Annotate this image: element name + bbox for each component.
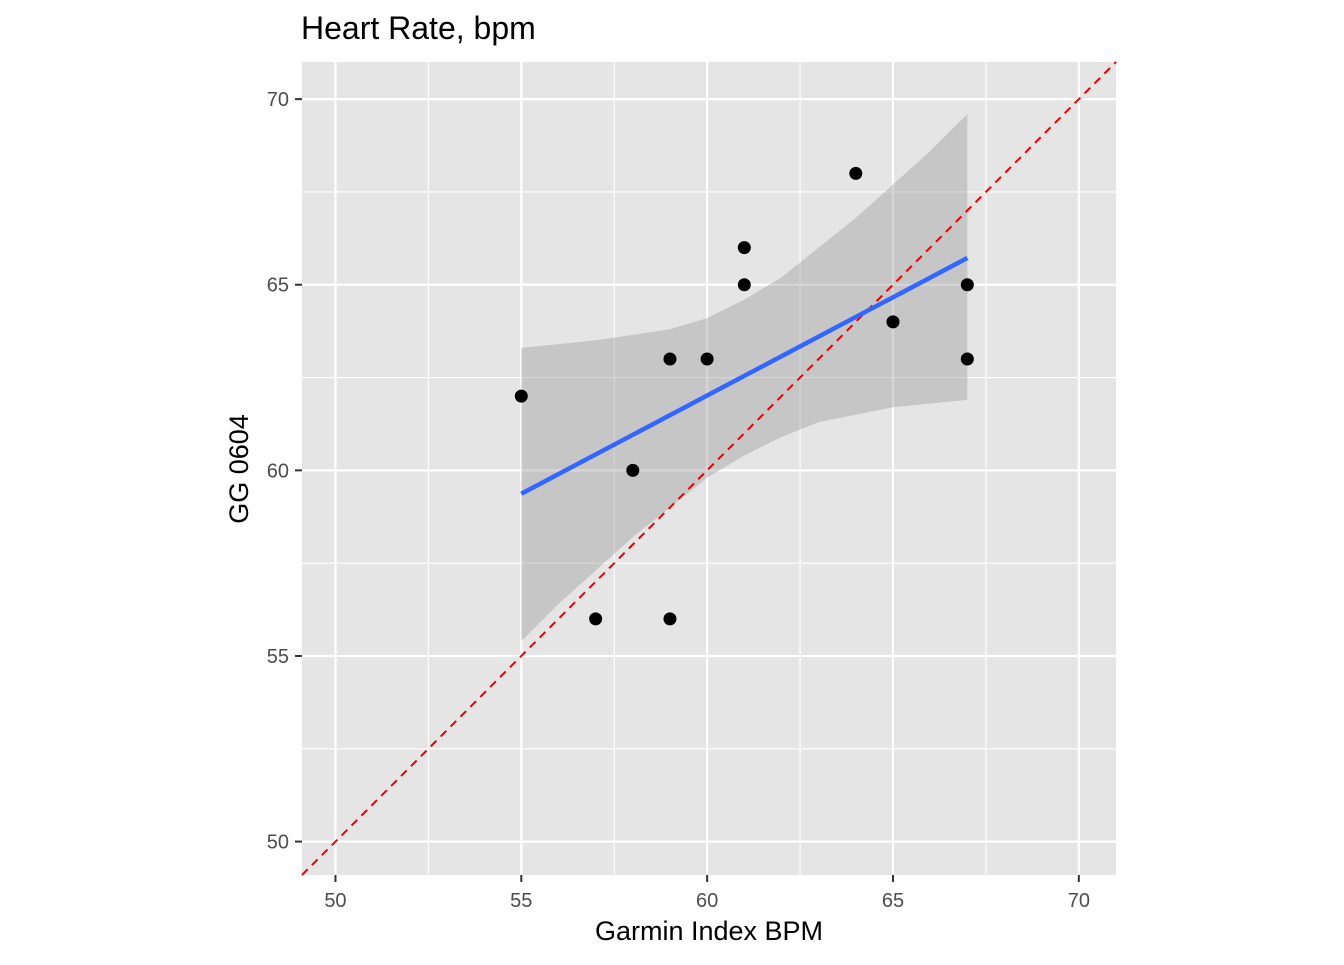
data-point [514, 389, 528, 403]
y-tick-label: 60 [267, 460, 289, 482]
x-axis: 50 55 60 65 70 [324, 875, 1090, 912]
grid-minor [302, 62, 1116, 875]
data-point [663, 352, 677, 366]
x-tick-label: 65 [882, 890, 904, 912]
y-tick-label: 65 [267, 275, 289, 297]
data-point [589, 612, 603, 626]
data-point [737, 278, 751, 292]
data-point [663, 612, 677, 626]
x-tick-label: 50 [324, 890, 346, 912]
x-tick-label: 60 [696, 890, 718, 912]
data-point [626, 463, 640, 477]
y-tick-label: 50 [267, 832, 289, 854]
regression-line [520, 256, 969, 496]
data-point [960, 352, 974, 366]
y-axis: 50 55 60 65 70 [267, 89, 302, 854]
data-point [737, 241, 751, 255]
reference-line-layer [301, 61, 1117, 876]
data-point [886, 315, 900, 329]
reference-line [301, 61, 1117, 876]
data-point [960, 278, 974, 292]
y-axis-title: GG 0604 [224, 414, 254, 524]
regression-line-layer [520, 256, 969, 496]
y-tick-label: 55 [267, 646, 289, 668]
y-tick-label: 70 [267, 89, 289, 111]
grid-major [302, 62, 1116, 875]
data-point [849, 166, 863, 180]
x-axis-title: Garmin Index BPM [595, 916, 823, 946]
x-tick-label: 70 [1068, 890, 1090, 912]
points-layer [514, 166, 974, 626]
x-tick-label: 55 [510, 890, 532, 912]
data-point [700, 352, 714, 366]
chart-title: Heart Rate, bpm [301, 10, 536, 46]
